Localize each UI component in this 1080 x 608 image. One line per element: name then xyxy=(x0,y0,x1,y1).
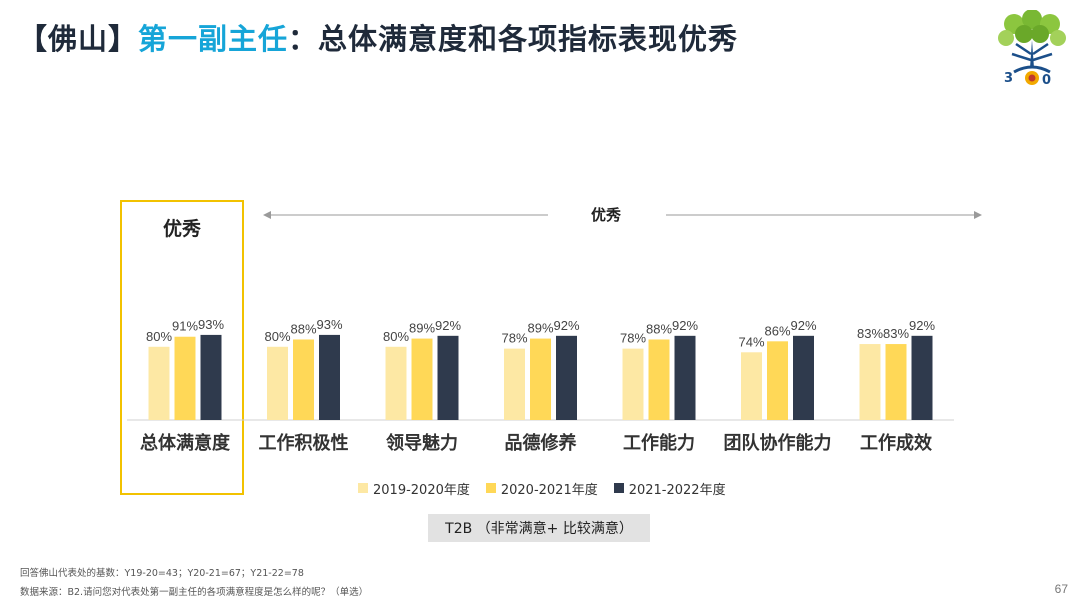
legend-swatch xyxy=(613,483,624,493)
range-arrow xyxy=(263,211,982,219)
bar xyxy=(319,334,340,420)
legend-swatch xyxy=(358,483,368,493)
legend-item: 2021-2022年度 xyxy=(613,479,726,498)
legend-label: 2020-2021年度 xyxy=(500,482,598,498)
t2b-label: T2B （非常满意+ 比较满意） xyxy=(428,514,650,542)
highlight-label: 优秀 xyxy=(162,218,201,240)
bar xyxy=(648,339,670,420)
data-label: 86% xyxy=(764,323,790,338)
data-label: 92% xyxy=(790,318,816,333)
data-label: 88% xyxy=(290,321,316,336)
data-label: 92% xyxy=(435,318,461,333)
title-prefix: 【佛山】 xyxy=(18,22,139,56)
category-label: 工作积极性 xyxy=(259,432,349,454)
source-footnote: 数据来源：B2.请问您对代表处第一副主任的各项满意程度是怎么样的呢？（单选） xyxy=(20,587,369,598)
tree-logo-icon: 3 0 xyxy=(998,10,1066,88)
base-footnote: 回答佛山代表处的基数：Y19-20=43；Y20-21=67；Y21-22=78 xyxy=(20,568,304,579)
data-label: 92% xyxy=(909,318,935,333)
data-label: 89% xyxy=(409,321,435,336)
svg-text:0: 0 xyxy=(1042,73,1051,88)
legend-label: 2019-2020年度 xyxy=(373,482,470,498)
legend: 2019-2020年度 2020-2021年度 2021-2022年度 xyxy=(358,478,726,498)
bar xyxy=(174,336,196,420)
category-label: 团队协作能力 xyxy=(724,432,832,454)
bar xyxy=(267,346,288,420)
category-label: 工作能力 xyxy=(623,432,695,454)
category-label: 工作成效 xyxy=(860,432,933,454)
bar xyxy=(793,335,814,420)
bar xyxy=(674,335,696,420)
bar xyxy=(504,348,525,420)
highlight-box xyxy=(120,200,244,495)
legend-item: 2020-2021年度 xyxy=(485,479,598,498)
category-label: 总体满意度 xyxy=(140,432,231,454)
bar xyxy=(437,335,459,420)
bar xyxy=(148,346,170,420)
data-label: 74% xyxy=(738,334,764,349)
category-label: 品德修养 xyxy=(505,432,578,454)
page-title: 【佛山】第一副主任：总体满意度和各项指标表现优秀 xyxy=(18,16,738,58)
data-label: 91% xyxy=(172,319,198,334)
bar xyxy=(530,338,551,420)
left-arrowhead-icon xyxy=(263,211,271,219)
data-label: 80% xyxy=(383,329,409,344)
data-label: 93% xyxy=(198,317,224,332)
legend-label: 2021-2022年度 xyxy=(628,482,726,498)
data-label: 88% xyxy=(646,321,672,336)
bar xyxy=(293,339,314,420)
category-label: 领导魅力 xyxy=(386,432,458,454)
bar xyxy=(741,352,762,420)
bar xyxy=(200,334,222,420)
bar xyxy=(885,344,907,420)
page-number: 67 xyxy=(1054,582,1068,596)
bar xyxy=(411,338,433,420)
bar xyxy=(385,346,407,420)
data-label: 78% xyxy=(501,331,527,346)
data-label: 78% xyxy=(620,331,646,346)
data-label: 80% xyxy=(146,329,172,344)
bar xyxy=(622,348,644,420)
bar xyxy=(859,344,881,420)
bar xyxy=(911,335,933,420)
svg-text:3: 3 xyxy=(1004,71,1013,86)
data-label: 93% xyxy=(316,317,342,332)
legend-item: 2019-2020年度 xyxy=(358,479,470,498)
bar xyxy=(767,341,788,420)
data-label: 92% xyxy=(672,318,698,333)
data-label: 89% xyxy=(527,321,553,336)
data-label: 83% xyxy=(857,326,883,341)
data-label: 83% xyxy=(883,326,909,341)
range-label: 优秀 xyxy=(590,206,621,224)
right-arrowhead-icon xyxy=(974,211,982,219)
data-label: 80% xyxy=(264,329,290,344)
title-accent: 第一副主任 xyxy=(138,22,289,56)
bar xyxy=(556,335,577,420)
legend-swatch xyxy=(485,483,496,493)
data-label: 92% xyxy=(553,318,579,333)
title-rest: ：总体满意度和各项指标表现优秀 xyxy=(288,22,739,56)
